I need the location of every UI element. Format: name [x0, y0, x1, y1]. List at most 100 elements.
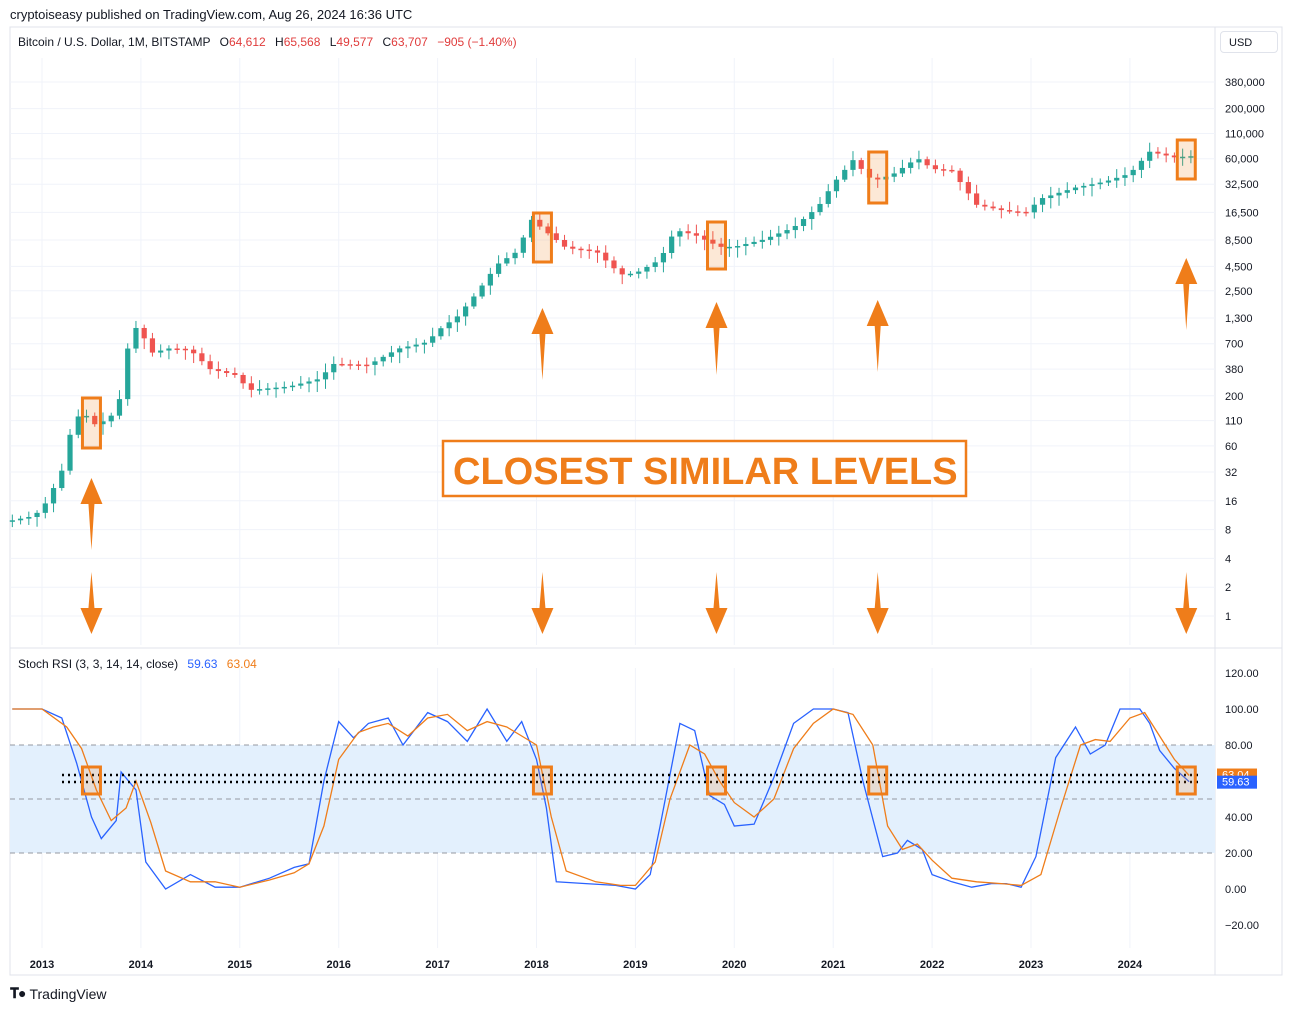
candle-body [1163, 153, 1169, 156]
candle-body [1039, 198, 1046, 205]
price-tick-label: 380,000 [1225, 77, 1265, 89]
candle-body [842, 169, 848, 180]
candle-body [916, 159, 922, 163]
candle-body [759, 239, 765, 242]
close-value: 63,707 [391, 35, 428, 49]
down-arrow-icon [705, 572, 728, 634]
rsi-tick-label: 40.00 [1225, 812, 1253, 824]
candle-body [421, 342, 428, 345]
candle-body [92, 415, 98, 425]
price-tick-label: 200,000 [1225, 104, 1265, 116]
rsi-tick-label: 0.00 [1225, 884, 1246, 896]
candle-body [528, 219, 535, 238]
candle-body [17, 518, 24, 521]
date-tick-label: 2020 [722, 959, 746, 971]
candle-body [1147, 151, 1153, 161]
tradingview-logo[interactable]: 𝐓● TradingView [10, 985, 107, 1002]
candle-body [1188, 156, 1194, 158]
candle-body [306, 381, 312, 384]
candle-body [767, 236, 774, 240]
candle-body [693, 233, 699, 236]
candle-body [776, 233, 782, 237]
price-tick-label: 32 [1225, 467, 1237, 479]
rsi-highlight-box [867, 765, 889, 796]
candle-body [1006, 210, 1013, 212]
candle-body [215, 369, 221, 372]
candle-body [800, 219, 807, 226]
candle-body [388, 352, 395, 357]
price-highlight-box [531, 211, 553, 264]
candle-body [199, 353, 205, 362]
candle-body [908, 162, 914, 168]
candle-body [949, 169, 955, 172]
candle-body [9, 520, 15, 522]
up-arrow-icon [531, 308, 554, 380]
price-tick-label: 8,500 [1225, 235, 1253, 247]
candle-body [281, 386, 287, 389]
candle-body [158, 350, 164, 353]
rsi-k-badge-text: 59.63 [1222, 777, 1250, 789]
candle-body [685, 231, 691, 234]
candle-body [364, 364, 370, 367]
candle-body [495, 263, 502, 274]
candle-body [331, 363, 337, 373]
candle-body [784, 230, 790, 234]
up-arrow-icon [705, 302, 728, 375]
candle-body [454, 316, 460, 323]
candle-body [1180, 156, 1186, 159]
down-arrow-icon [80, 572, 103, 634]
candle-body [924, 159, 930, 166]
up-arrow-icon [1175, 258, 1198, 330]
open-value: 64,612 [228, 35, 266, 49]
rsi-band [10, 744, 1215, 854]
brand-name: TradingView [29, 985, 107, 1002]
date-tick-label: 2019 [623, 959, 647, 971]
candle-body [792, 225, 798, 231]
candle-body [100, 421, 106, 425]
candle-body [50, 488, 57, 504]
currency-button[interactable]: USD [1220, 31, 1278, 53]
price-tick-label: 200 [1225, 391, 1243, 403]
candle-body [75, 416, 81, 435]
down-arrow-icon [531, 572, 554, 634]
candle-body [833, 179, 840, 192]
candle-body [875, 177, 881, 180]
candle-body [611, 260, 617, 269]
candle-body [1155, 151, 1161, 154]
grid [9, 26, 1283, 976]
candle-body [1097, 182, 1103, 185]
price-tick-label: 1 [1225, 611, 1231, 623]
candle-body [149, 338, 156, 353]
date-tick-label: 2014 [129, 959, 154, 971]
candle-body [537, 219, 543, 227]
candle-body [59, 470, 65, 489]
price-highlight-box [1175, 138, 1197, 181]
price-tick-label: 16,500 [1225, 207, 1259, 219]
date-tick-label: 2017 [425, 959, 449, 971]
candle-body [347, 364, 353, 366]
high-label: H [275, 35, 284, 49]
candle-body [512, 252, 518, 259]
candle-body [479, 285, 485, 297]
annotation-text: CLOSEST SIMILAR LEVELS [453, 451, 958, 493]
down-arrow-icon [866, 572, 889, 634]
candle-body [1064, 190, 1070, 193]
candle-body [817, 203, 823, 213]
candle-body [1081, 185, 1087, 188]
date-tick-label: 2024 [1118, 959, 1143, 971]
candle-body [627, 273, 634, 276]
date-tick-label: 2021 [821, 959, 845, 971]
date-tick-label: 2023 [1019, 959, 1043, 971]
candle-body [1171, 155, 1178, 158]
candle-body [372, 361, 378, 365]
rsi-d-line [12, 708, 1190, 888]
candle-body [67, 434, 73, 471]
price-highlight-box [80, 396, 102, 450]
change-value: −905 (−1.40%) [437, 35, 517, 49]
candle-body [809, 212, 815, 220]
candle-body [570, 246, 576, 249]
candle-body [743, 243, 749, 247]
candle-body [998, 208, 1004, 211]
date-tick-label: 2016 [326, 959, 350, 971]
